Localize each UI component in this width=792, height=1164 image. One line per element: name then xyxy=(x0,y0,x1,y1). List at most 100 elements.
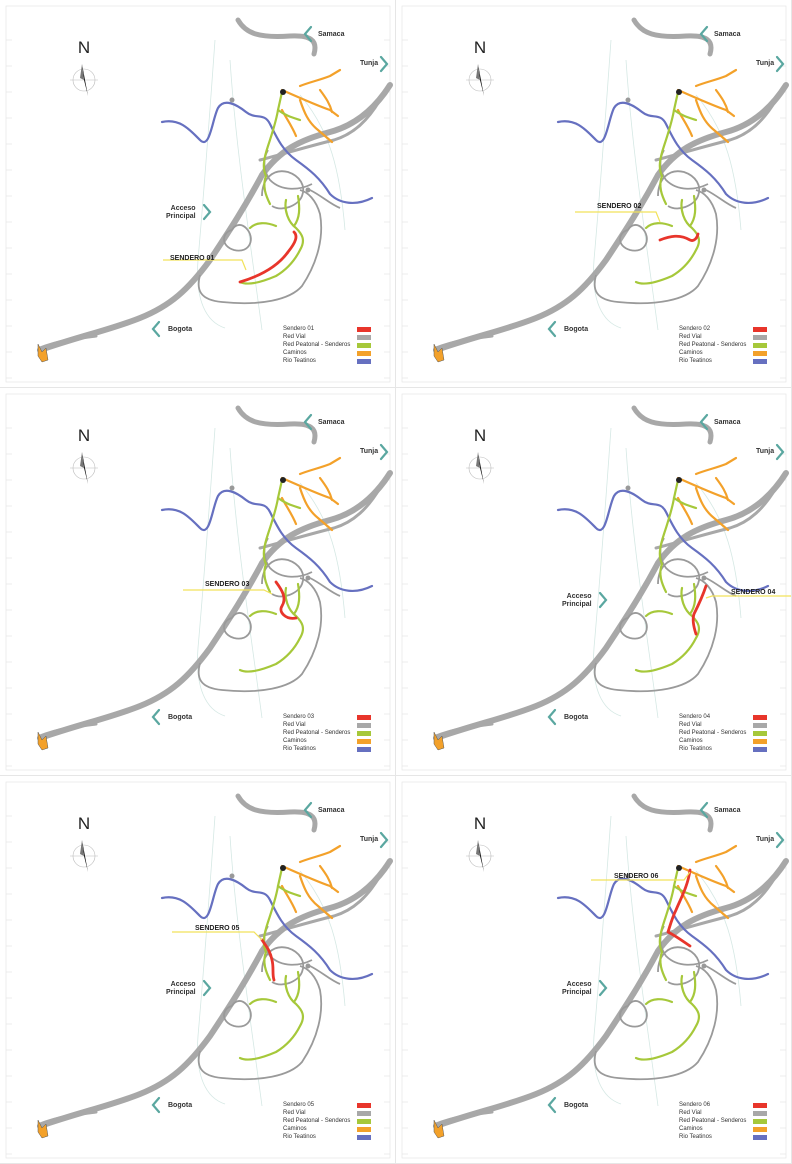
tunja-arrow-icon xyxy=(379,55,389,73)
sendero-callout-label: SENDERO 05 xyxy=(195,925,240,932)
legend-green-swatch xyxy=(357,1119,371,1124)
legend-red-swatch xyxy=(753,327,767,332)
sendero-highlight xyxy=(691,584,708,636)
red-peatonal-senderos xyxy=(634,478,701,673)
map-panel-4: N Samaca Tunja Bogota Acceso Principal SENDERO… xyxy=(396,388,792,776)
legend-green-swatch xyxy=(753,1119,767,1124)
acceso-arrow-icon xyxy=(202,203,212,221)
acceso-line1: Acceso xyxy=(170,205,196,212)
acceso-line2: Principal xyxy=(562,989,592,996)
legend-gray-swatch xyxy=(753,1111,767,1116)
bogota-arrow-icon xyxy=(547,1096,557,1114)
legend-blue-swatch xyxy=(753,359,767,364)
legend: Sendero 04 Red Vial Red Peatonal - Sendero… xyxy=(679,714,779,754)
legend-green-swatch xyxy=(753,343,767,348)
legend-label: Red Vial xyxy=(679,334,702,340)
legend-gray-swatch xyxy=(753,335,767,340)
north-label: N xyxy=(77,38,91,57)
legend-red-swatch xyxy=(357,327,371,332)
legend-blue-swatch xyxy=(753,1135,767,1140)
sendero-callout-label: SENDERO 06 xyxy=(614,873,659,880)
legend-red-swatch xyxy=(357,715,371,720)
rio-teatinos xyxy=(160,877,374,980)
rio-teatinos xyxy=(556,489,770,592)
acceso-arrow-icon xyxy=(598,979,608,997)
legend-row-4: Rio Teatinos xyxy=(283,358,383,366)
city-label-tunja: Tunja xyxy=(360,448,379,455)
red-vial xyxy=(37,793,393,1129)
legend: Sendero 02 Red Vial Red Peatonal - Sendero… xyxy=(679,326,779,366)
north-arrow-icon xyxy=(466,452,494,484)
sendero-callout-label: SENDERO 01 xyxy=(170,255,215,262)
legend-label: Rio Teatinos xyxy=(679,1134,712,1140)
map-panel-3: N Samaca Tunja Bogota SENDERO 03 Sendero 03 Re… xyxy=(0,388,396,776)
acceso-line2: Principal xyxy=(166,213,196,220)
city-label-tunja: Tunja xyxy=(360,60,379,67)
acceso-line1: Acceso xyxy=(170,981,196,988)
legend-orange-swatch xyxy=(753,351,767,356)
legend-row-1: Red Vial xyxy=(283,334,383,342)
legend-gray-swatch xyxy=(357,723,371,728)
legend-label: Caminos xyxy=(679,738,703,744)
tunja-arrow-icon xyxy=(379,443,389,461)
legend-red-swatch xyxy=(753,1103,767,1108)
legend-label: Sendero 02 xyxy=(679,326,711,332)
tunja-arrow-icon xyxy=(379,831,389,849)
city-label-samaca: Samaca xyxy=(318,807,345,814)
north-label: N xyxy=(473,38,487,57)
legend-label: Red Vial xyxy=(679,1110,702,1116)
legend-green-swatch xyxy=(357,343,371,348)
rio-teatinos xyxy=(556,877,770,980)
legend-row-3: Caminos xyxy=(679,1126,779,1134)
city-label-samaca: Samaca xyxy=(318,419,345,426)
legend-orange-swatch xyxy=(357,351,371,356)
legend-label: Caminos xyxy=(283,738,307,744)
north-arrow-icon xyxy=(466,840,494,872)
samaca-arrow-icon xyxy=(303,413,313,431)
red-peatonal-senderos xyxy=(634,866,701,1061)
legend-gray-swatch xyxy=(357,1111,371,1116)
city-label-samaca: Samaca xyxy=(714,419,741,426)
map-canvas xyxy=(401,781,789,1159)
map-panel-2: N Samaca Tunja Bogota SENDERO 02 Sendero 02 Re… xyxy=(396,0,792,388)
samaca-arrow-icon xyxy=(303,25,313,43)
legend-label: Red Peatonal - Senderos xyxy=(283,342,351,348)
sendero-leader-line xyxy=(591,871,691,881)
city-label-bogota: Bogota xyxy=(564,326,589,333)
map-panel-6: N Samaca Tunja Bogota Acceso Principal SENDERO… xyxy=(396,776,792,1164)
tunja-arrow-icon xyxy=(775,443,785,461)
legend-label: Sendero 05 xyxy=(283,1102,315,1108)
legend-row-4: Rio Teatinos xyxy=(283,1134,383,1142)
legend-label: Caminos xyxy=(283,350,307,356)
legend-label: Caminos xyxy=(283,1126,307,1132)
legend-label: Rio Teatinos xyxy=(679,746,712,752)
city-label-tunja: Tunja xyxy=(756,448,775,455)
sendero-leader-line xyxy=(163,259,247,271)
north-arrow-icon xyxy=(70,452,98,484)
legend: Sendero 05 Red Vial Red Peatonal - Sendero… xyxy=(283,1102,383,1142)
north-label: N xyxy=(473,814,487,833)
legend-row-2: Red Peatonal - Senderos xyxy=(283,730,383,738)
tunja-arrow-icon xyxy=(775,831,785,849)
red-peatonal-senderos xyxy=(634,90,701,285)
legend-label: Rio Teatinos xyxy=(283,1134,316,1140)
city-label-bogota: Bogota xyxy=(168,714,193,721)
north-label: N xyxy=(473,426,487,445)
city-label-tunja: Tunja xyxy=(360,836,379,843)
red-peatonal-senderos xyxy=(238,90,305,285)
legend-row-sendero: Sendero 03 xyxy=(283,714,383,722)
acceso-principal-label: Acceso Principal xyxy=(562,981,592,997)
sendero-highlight xyxy=(260,938,276,982)
legend-label: Rio Teatinos xyxy=(283,746,316,752)
legend-row-2: Red Peatonal - Senderos xyxy=(679,342,779,350)
north-arrow-icon xyxy=(466,64,494,96)
red-vial xyxy=(433,17,789,353)
legend-label: Red Vial xyxy=(283,722,306,728)
map-canvas xyxy=(5,393,393,771)
legend-row-4: Rio Teatinos xyxy=(679,1134,779,1142)
city-label-tunja: Tunja xyxy=(756,60,775,67)
sendero-highlight xyxy=(274,580,298,620)
legend-gray-swatch xyxy=(753,723,767,728)
sendero-highlight xyxy=(666,868,692,948)
